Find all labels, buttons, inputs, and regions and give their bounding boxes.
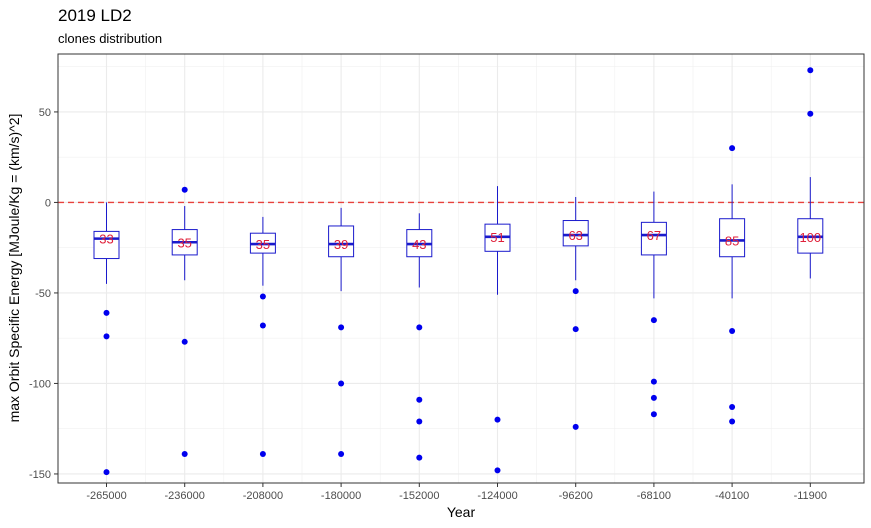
x-tick-label: -180000	[321, 490, 361, 502]
x-tick-label: -265000	[86, 490, 126, 502]
outlier-point	[416, 418, 423, 425]
box-group--11900: 100	[797, 67, 824, 279]
outlier-point	[181, 338, 188, 345]
outlier-point	[572, 288, 579, 295]
box-group--265000: 33	[93, 202, 120, 476]
outlier-point	[729, 327, 736, 334]
box-group--180000: 39	[328, 207, 355, 458]
outlier-point	[650, 317, 657, 324]
outlier-point	[259, 322, 266, 329]
box-iqr	[328, 225, 355, 258]
y-tick-label: 0	[45, 197, 51, 209]
chart-subtitle: clones distribution	[58, 31, 162, 46]
y-tick-label: 50	[39, 107, 51, 119]
box-group--236000: 35	[171, 186, 198, 458]
y-tick-label: -100	[29, 378, 51, 390]
box-iqr	[562, 220, 589, 247]
grid-lines	[58, 54, 864, 483]
outlier-point	[416, 396, 423, 403]
outlier-point	[259, 293, 266, 300]
outlier-point	[494, 467, 501, 474]
count-label: 39	[334, 237, 348, 252]
y-tick-label: -150	[29, 469, 51, 481]
outlier-point	[572, 326, 579, 333]
x-tick-label: -11900	[794, 490, 827, 502]
chart-title: 2019 LD2	[58, 6, 132, 25]
outlier-point	[650, 411, 657, 418]
outlier-point	[338, 451, 345, 458]
outlier-point	[729, 418, 736, 425]
boxes-layer: 33 35 35 39 43 51 63 67 85 100	[93, 67, 824, 476]
box-group--68100: 67	[640, 191, 667, 418]
count-label: 85	[725, 233, 739, 248]
count-label: 63	[568, 228, 582, 243]
plot-panel-border	[57, 53, 865, 484]
x-tick-label: -40100	[715, 490, 749, 502]
x-tick-label: -152000	[399, 490, 439, 502]
box-iqr	[719, 218, 746, 258]
outlier-point	[181, 186, 188, 193]
outlier-point	[729, 403, 736, 410]
outlier-point	[181, 451, 188, 458]
box-group--40100: 85	[719, 145, 746, 425]
count-label: 33	[99, 232, 113, 247]
outlier-point	[416, 324, 423, 331]
box-group--96200: 63	[562, 197, 589, 430]
outlier-point	[494, 416, 501, 423]
count-label: 67	[647, 228, 661, 243]
x-tick-label: -68100	[637, 490, 671, 502]
outlier-point	[416, 454, 423, 461]
y-tick-label: -50	[35, 288, 51, 300]
count-label: 51	[490, 230, 504, 245]
outlier-point	[650, 394, 657, 401]
outlier-point	[103, 309, 110, 316]
outlier-point	[729, 145, 736, 152]
outlier-point	[572, 423, 579, 430]
box-group--124000: 51	[484, 186, 511, 474]
y-axis-title: max Orbit Specific Energy [MJoule/Kg = (…	[6, 114, 22, 423]
box-group--208000: 35	[249, 216, 276, 458]
outlier-point	[807, 67, 814, 74]
count-label: 35	[177, 235, 191, 250]
box-group--152000: 43	[406, 213, 433, 461]
count-label: 35	[256, 237, 270, 252]
axis-ticks-layer: 50 0 -50 -100 -150 -265000 -236000 -208000 -1800…	[29, 107, 827, 502]
box-iqr	[93, 230, 120, 260]
outlier-point	[650, 378, 657, 385]
x-tick-label: -236000	[165, 490, 205, 502]
outlier-point	[103, 469, 110, 476]
count-label: 100	[799, 230, 821, 245]
x-tick-label: -208000	[243, 490, 283, 502]
outlier-point	[259, 451, 266, 458]
box-iqr	[640, 221, 667, 256]
count-label: 43	[412, 237, 426, 252]
x-tick-label: -96200	[559, 490, 593, 502]
outlier-point	[807, 110, 814, 117]
outlier-point	[338, 324, 345, 331]
outlier-point	[338, 380, 345, 387]
x-tick-label: -124000	[477, 490, 517, 502]
x-axis-title: Year	[447, 504, 476, 520]
outlier-point	[103, 333, 110, 340]
